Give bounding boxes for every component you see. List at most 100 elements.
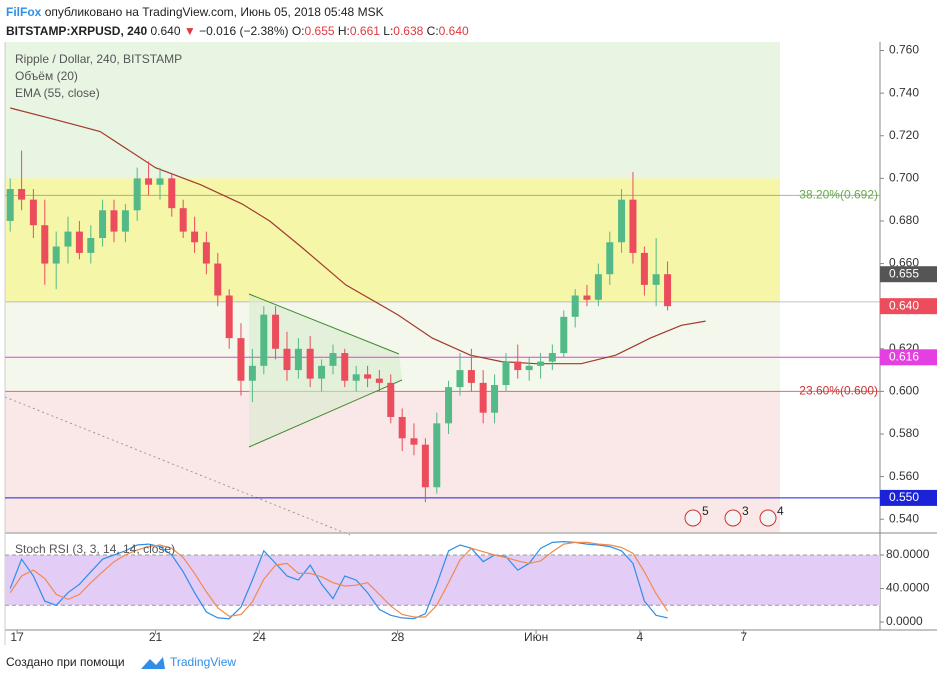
background-layer <box>5 42 880 532</box>
band <box>5 555 880 606</box>
price-label-box <box>880 298 937 315</box>
ohlc-value: 0.638 <box>393 24 424 38</box>
price-label: 0.655 <box>889 266 919 280</box>
candle-body <box>191 231 199 243</box>
ohlc-value: 0.640 <box>438 24 469 38</box>
main-title: Ripple / Dollar, 240, BITSTAMP <box>15 52 182 66</box>
ohlc-value: 0.655 <box>304 24 335 38</box>
ohlc-key: H: <box>337 24 350 38</box>
candle-body <box>41 225 49 264</box>
candle-body <box>179 208 187 232</box>
candle-body <box>606 242 614 275</box>
candle-body <box>272 314 280 349</box>
candle-body <box>306 348 314 379</box>
candle-body <box>410 438 418 445</box>
y-tick-label: 40.0000 <box>886 581 930 595</box>
y-tick-label: 0.680 <box>889 213 919 227</box>
ohlc-key: L: <box>383 24 394 38</box>
y-tick-label: 80.0000 <box>886 547 930 561</box>
candle-body <box>618 199 626 243</box>
candle-body <box>283 348 291 371</box>
footer-brand[interactable]: TradingView <box>170 655 236 669</box>
candle-body <box>29 199 37 226</box>
event-icon <box>684 509 702 527</box>
candle-body <box>145 178 153 185</box>
event-count: 5 <box>702 504 709 518</box>
fib-label: 23.60%(0.600) <box>799 384 878 398</box>
y-tick-label: 0.760 <box>889 43 919 57</box>
candle-body <box>571 295 579 317</box>
header-line: FilFox опубликовано на TradingView.com, … <box>6 3 469 22</box>
volume-label: Объём (20) <box>15 69 78 83</box>
header-line: BITSTAMP:XRPUSD, 240 0.640 ▼ −0.016 (−2.… <box>6 22 469 41</box>
candle-body <box>583 295 591 300</box>
ohlc-value: 0.661 <box>349 24 380 38</box>
event-icon <box>724 509 742 527</box>
candle-body <box>479 382 487 413</box>
stoch-title: Stoch RSI (3, 3, 14, 14, close) <box>15 542 175 556</box>
triangle-edge <box>248 379 403 448</box>
candle-body <box>18 189 26 200</box>
candle-body <box>248 365 256 381</box>
price-line-box <box>880 489 937 506</box>
candle-body <box>467 370 475 383</box>
y-tick-label: 0.720 <box>889 128 919 142</box>
candle-body <box>387 382 395 417</box>
footer-text: Создано при помощи <box>6 655 125 669</box>
candle-body <box>133 178 141 211</box>
price-line-label: 0.616 <box>889 349 919 363</box>
candle-body <box>52 246 60 264</box>
change: −0.016 (−2.38%) <box>199 24 289 38</box>
candle-body <box>375 378 383 383</box>
candle-body <box>514 361 522 371</box>
candle-body <box>75 231 83 253</box>
price-label-box <box>880 266 937 283</box>
y-tick-label: 0.560 <box>889 469 919 483</box>
symbol: BITSTAMP:XRPUSD, 240 <box>6 24 148 38</box>
candle-body <box>294 348 302 371</box>
candle-body <box>225 295 233 339</box>
y-tick-label: 0.600 <box>889 384 919 398</box>
candle-body <box>502 361 510 385</box>
price-label: 0.640 <box>889 298 919 312</box>
x-tick-label: 28 <box>391 630 405 644</box>
candle-body <box>594 274 602 300</box>
y-tick-label: 0.700 <box>889 171 919 185</box>
ohlc-key: C: <box>426 24 439 38</box>
candle-body <box>525 365 533 371</box>
candle-body <box>99 210 107 238</box>
candle-body <box>456 370 464 388</box>
candle-body <box>364 374 372 379</box>
y-tick-label: 0.0000 <box>886 614 923 628</box>
arrow: ▼ <box>183 24 196 38</box>
event-count: 3 <box>742 504 749 518</box>
ema-label: EMA (55, close) <box>15 86 100 100</box>
price-line-box <box>880 349 937 366</box>
candle-body <box>6 189 14 221</box>
candle-body <box>652 274 660 285</box>
candle-body <box>548 353 556 362</box>
candle-body <box>156 178 164 185</box>
candle-body <box>640 252 648 285</box>
x-tick-label: 4 <box>637 630 644 644</box>
candle-body <box>329 353 337 366</box>
candle-body <box>352 374 360 381</box>
candle-body <box>433 423 441 488</box>
candle-body <box>260 314 268 366</box>
fib-label: 38.20%(0.692) <box>799 188 878 202</box>
publisher[interactable]: FilFox <box>6 5 42 19</box>
y-tick-label: 0.580 <box>889 426 919 440</box>
candle-body <box>214 263 222 296</box>
header: FilFox опубликовано на TradingView.com, … <box>6 3 469 41</box>
triangle-edge <box>248 293 400 355</box>
x-tick-label: Июн <box>524 630 548 644</box>
event-icon <box>759 509 777 527</box>
candle-body <box>202 242 210 264</box>
published: опубликовано на TradingView.com, Июнь 05… <box>44 5 384 19</box>
stoch-line <box>9 541 669 618</box>
ohlc: O:0.655 H:0.661 L:0.638 C:0.640 <box>292 24 469 38</box>
candle-body <box>87 238 95 253</box>
candle-body <box>537 361 545 366</box>
